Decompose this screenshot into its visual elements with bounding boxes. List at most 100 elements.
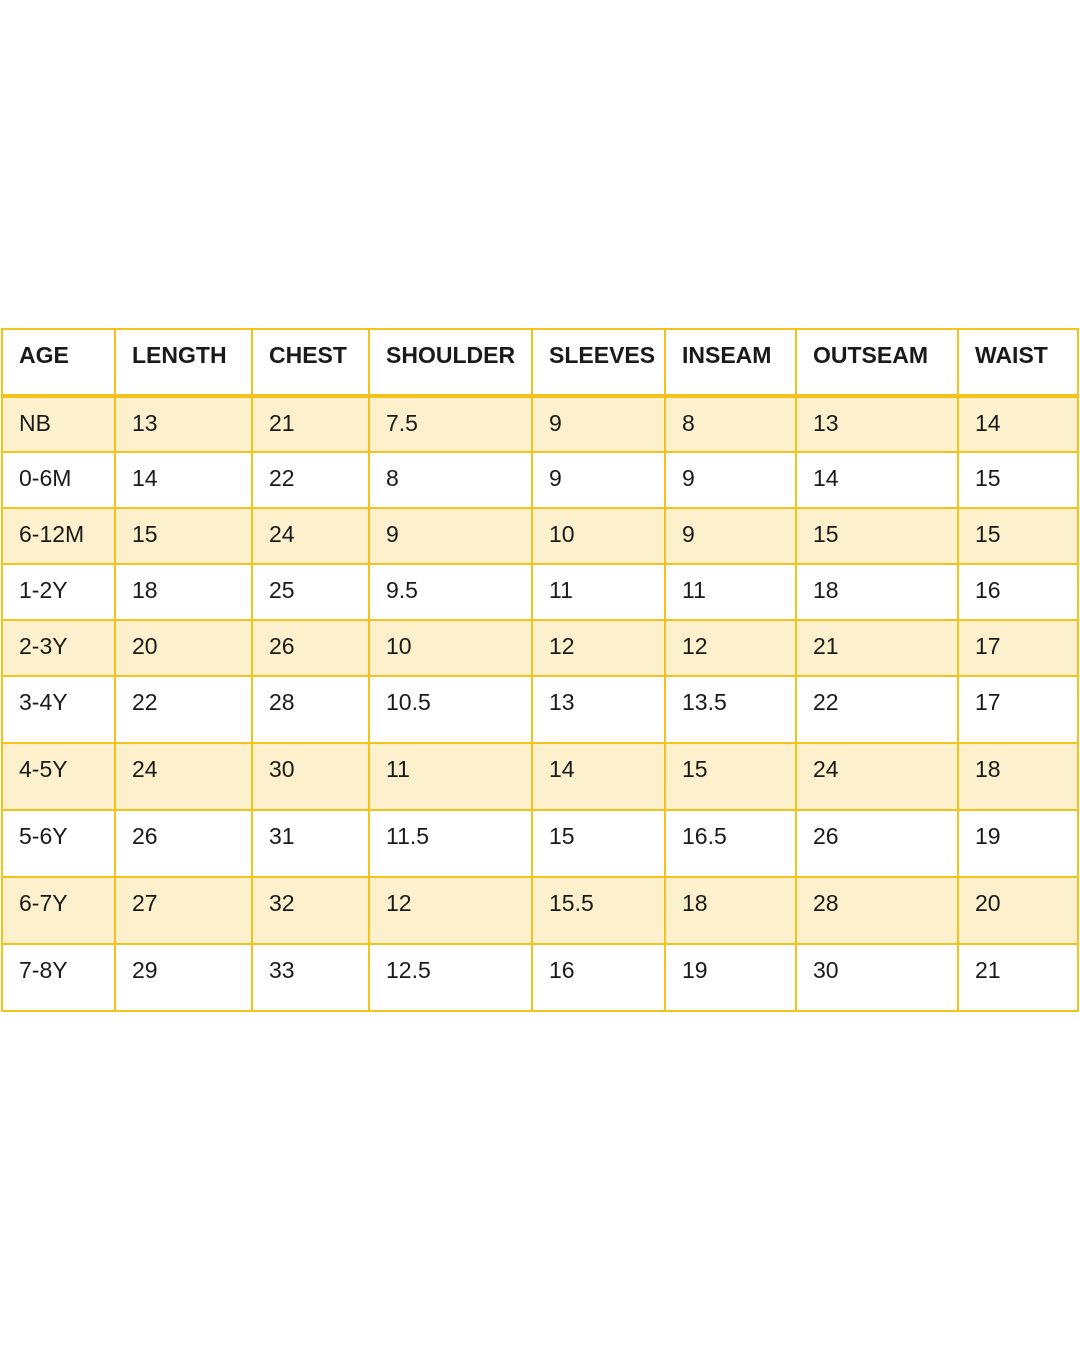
- age-cell: 0-6M: [1, 451, 116, 509]
- table-row: 7-8Y 29 33 12.5 16 19 30 21: [1, 943, 1079, 1012]
- measure-cell: 9: [531, 395, 666, 453]
- measure-cell: 15: [957, 451, 1079, 509]
- measure-cell: 21: [251, 395, 370, 453]
- measure-cell: 22: [251, 451, 370, 509]
- measure-cell: 9.5: [368, 563, 533, 621]
- measure-cell: 22: [114, 675, 253, 744]
- measure-cell: 19: [664, 943, 797, 1012]
- measure-cell: 20: [957, 876, 1079, 945]
- measure-cell: 8: [664, 395, 797, 453]
- table-row: 3-4Y 22 28 10.5 13 13.5 22 17: [1, 675, 1079, 744]
- column-header: OUTSEAM: [795, 328, 959, 398]
- table-row: 1-2Y 18 25 9.5 11 11 18 16: [1, 563, 1079, 621]
- age-cell: 6-7Y: [1, 876, 116, 945]
- column-header: INSEAM: [664, 328, 797, 398]
- age-cell: 4-5Y: [1, 742, 116, 811]
- table-row: 4-5Y 24 30 11 14 15 24 18: [1, 742, 1079, 811]
- measure-cell: 26: [795, 809, 959, 878]
- measure-cell: 11.5: [368, 809, 533, 878]
- measure-cell: 18: [664, 876, 797, 945]
- measure-cell: 18: [795, 563, 959, 621]
- measure-cell: 28: [251, 675, 370, 744]
- measure-cell: 24: [114, 742, 253, 811]
- measure-cell: 11: [368, 742, 533, 811]
- measure-cell: 14: [531, 742, 666, 811]
- measure-cell: 32: [251, 876, 370, 945]
- column-header: SHOULDER: [368, 328, 533, 398]
- column-header: LENGTH: [114, 328, 253, 398]
- measure-cell: 15: [957, 507, 1079, 565]
- measure-cell: 9: [368, 507, 533, 565]
- measure-cell: 17: [957, 619, 1079, 677]
- age-cell: 2-3Y: [1, 619, 116, 677]
- measure-cell: 17: [957, 675, 1079, 744]
- measure-cell: 16: [957, 563, 1079, 621]
- measure-cell: 14: [114, 451, 253, 509]
- measure-cell: 15: [664, 742, 797, 811]
- measure-cell: 13: [114, 395, 253, 453]
- measure-cell: 12: [664, 619, 797, 677]
- measure-cell: 9: [664, 451, 797, 509]
- measure-cell: 21: [795, 619, 959, 677]
- table-row: 6-7Y 27 32 12 15.5 18 28 20: [1, 876, 1079, 945]
- column-header: WAIST: [957, 328, 1079, 398]
- measure-cell: 22: [795, 675, 959, 744]
- measure-cell: 19: [957, 809, 1079, 878]
- measure-cell: 16.5: [664, 809, 797, 878]
- table-row: 6-12M 15 24 9 10 9 15 15: [1, 507, 1079, 565]
- column-header: SLEEVES: [531, 328, 666, 398]
- age-cell: 1-2Y: [1, 563, 116, 621]
- measure-cell: 24: [795, 742, 959, 811]
- measure-cell: 28: [795, 876, 959, 945]
- size-chart: AGE LENGTH CHEST SHOULDER SLEEVES INSEAM OUTSE…: [1, 328, 1079, 1012]
- measure-cell: 16: [531, 943, 666, 1012]
- measure-cell: 12.5: [368, 943, 533, 1012]
- measure-cell: 10.5: [368, 675, 533, 744]
- measure-cell: 31: [251, 809, 370, 878]
- measure-cell: 26: [114, 809, 253, 878]
- header-row: AGE LENGTH CHEST SHOULDER SLEEVES INSEAM OUTSE…: [1, 328, 1079, 398]
- age-cell: 6-12M: [1, 507, 116, 565]
- measure-cell: 30: [251, 742, 370, 811]
- measure-cell: 24: [251, 507, 370, 565]
- measure-cell: 15: [531, 809, 666, 878]
- measure-cell: 11: [664, 563, 797, 621]
- age-cell: 7-8Y: [1, 943, 116, 1012]
- measure-cell: 21: [957, 943, 1079, 1012]
- measure-cell: 18: [957, 742, 1079, 811]
- table-row: 0-6M 14 22 8 9 9 14 15: [1, 451, 1079, 509]
- measure-cell: 9: [664, 507, 797, 565]
- measure-cell: 10: [368, 619, 533, 677]
- measure-cell: 33: [251, 943, 370, 1012]
- measure-cell: 14: [795, 451, 959, 509]
- age-cell: NB: [1, 395, 116, 453]
- measure-cell: 9: [531, 451, 666, 509]
- measure-cell: 18: [114, 563, 253, 621]
- measure-cell: 11: [531, 563, 666, 621]
- column-header: AGE: [1, 328, 116, 398]
- measure-cell: 13: [531, 675, 666, 744]
- measure-cell: 20: [114, 619, 253, 677]
- measure-cell: 10: [531, 507, 666, 565]
- measure-cell: 14: [957, 395, 1079, 453]
- measure-cell: 13: [795, 395, 959, 453]
- table-row: 2-3Y 20 26 10 12 12 21 17: [1, 619, 1079, 677]
- measure-cell: 29: [114, 943, 253, 1012]
- measure-cell: 15: [114, 507, 253, 565]
- age-cell: 3-4Y: [1, 675, 116, 744]
- table-row: NB 13 21 7.5 9 8 13 14: [1, 395, 1079, 453]
- measure-cell: 15.5: [531, 876, 666, 945]
- column-header: CHEST: [251, 328, 370, 398]
- measure-cell: 15: [795, 507, 959, 565]
- table-row: 5-6Y 26 31 11.5 15 16.5 26 19: [1, 809, 1079, 878]
- measure-cell: 27: [114, 876, 253, 945]
- measure-cell: 30: [795, 943, 959, 1012]
- table-body: NB 13 21 7.5 9 8 13 14 0-6M 14 22 8 9 9 14 15 6-12M 15 24 9…: [1, 395, 1079, 1012]
- measure-cell: 7.5: [368, 395, 533, 453]
- measure-cell: 8: [368, 451, 533, 509]
- measure-cell: 12: [531, 619, 666, 677]
- measure-cell: 12: [368, 876, 533, 945]
- measure-cell: 13.5: [664, 675, 797, 744]
- measure-cell: 25: [251, 563, 370, 621]
